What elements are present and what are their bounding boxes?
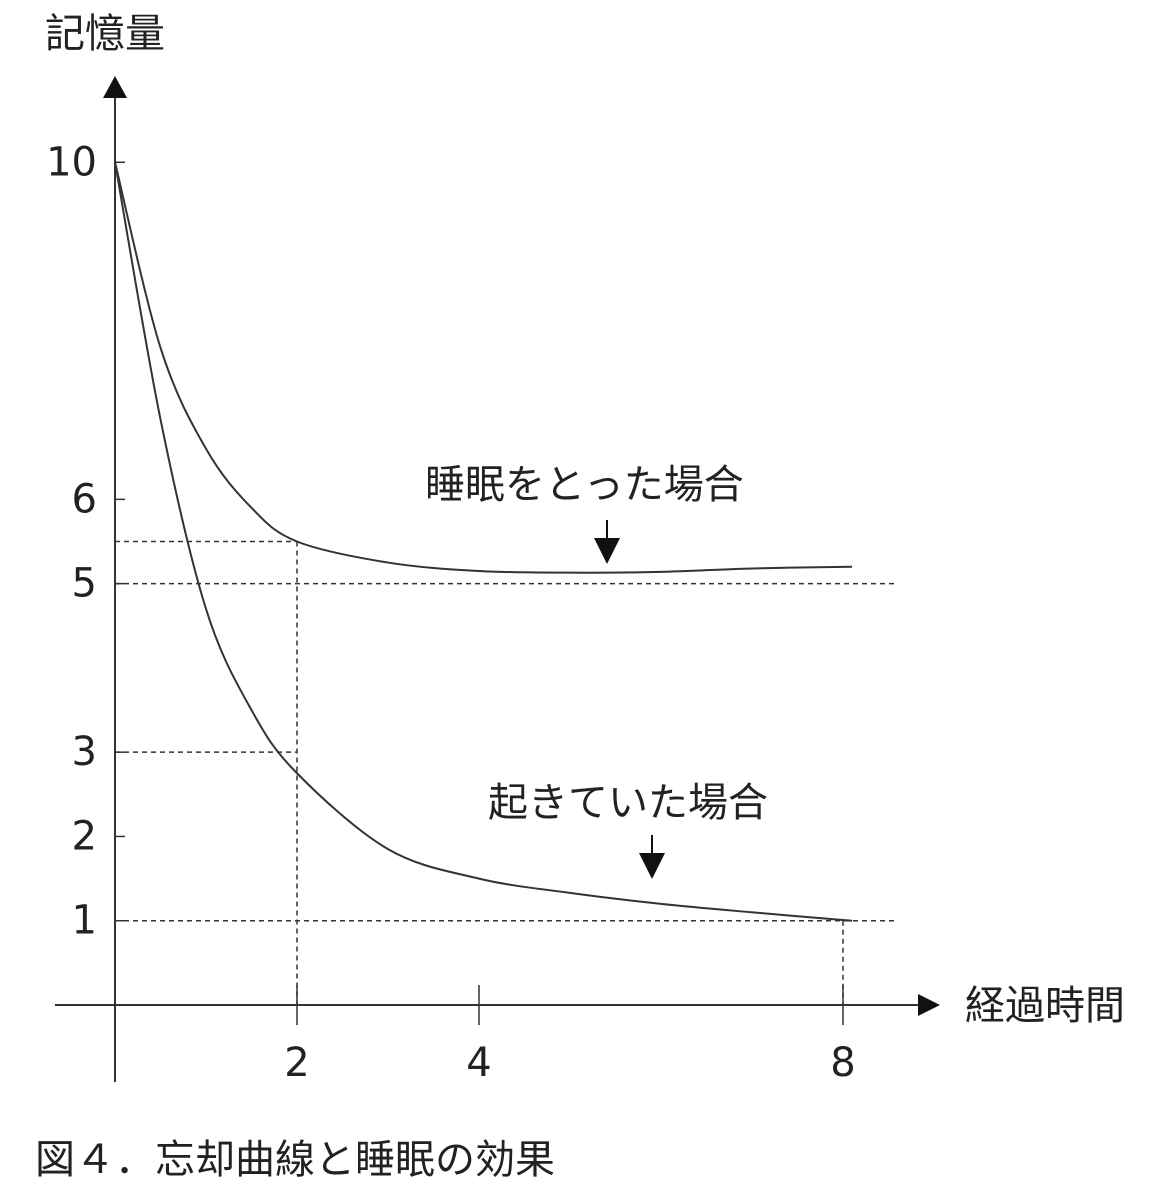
y-tick-label: 10 bbox=[46, 139, 97, 185]
line bbox=[114, 162, 853, 922]
y-tick-label: 5 bbox=[72, 561, 97, 607]
line bbox=[114, 162, 853, 574]
y-tick-label: 1 bbox=[72, 898, 97, 944]
x-axis-label: 経過時間 bbox=[965, 983, 1125, 1029]
y-tick-label: 6 bbox=[72, 476, 97, 522]
series-label: 起きていた場合 bbox=[488, 780, 768, 826]
y-axis-arrow bbox=[103, 76, 127, 98]
y-tick-label: 3 bbox=[72, 729, 97, 775]
x-axis-arrow bbox=[918, 994, 940, 1016]
arrow-head bbox=[594, 538, 620, 564]
series-label: 睡眠をとった場合 bbox=[425, 462, 744, 508]
y-tick-label: 2 bbox=[72, 813, 97, 859]
x-tick-label: 2 bbox=[284, 1040, 309, 1086]
x-tick-label: 4 bbox=[466, 1040, 491, 1086]
x-tick-label: 8 bbox=[830, 1040, 855, 1086]
caption: 図４．忘却曲線と睡眠の効果 bbox=[35, 1137, 555, 1183]
y-axis-label: 記憶量 bbox=[45, 11, 165, 57]
arrow-head bbox=[639, 853, 665, 879]
